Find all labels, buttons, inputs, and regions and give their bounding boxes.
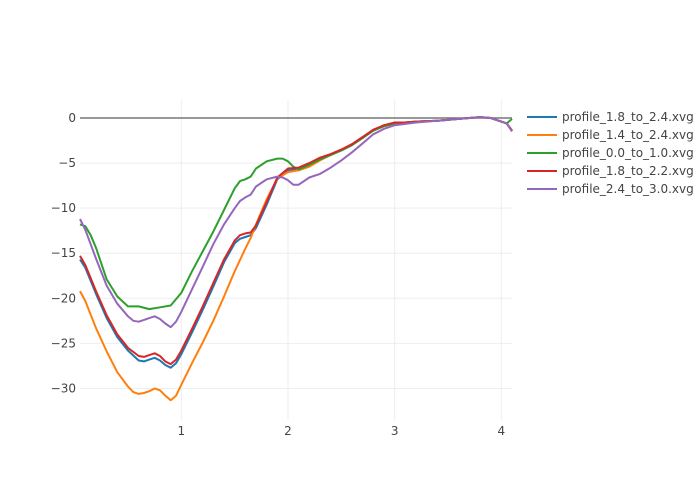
series-line-4 bbox=[79, 116, 513, 366]
y-tick-label: −15 bbox=[51, 246, 76, 260]
y-tick-label: −10 bbox=[51, 201, 76, 215]
series-line-2 bbox=[79, 116, 513, 402]
x-tick-label: 2 bbox=[284, 424, 292, 438]
x-tick-label: 3 bbox=[391, 424, 399, 438]
y-tick-label: −25 bbox=[51, 336, 76, 350]
x-tick-label: 4 bbox=[498, 424, 506, 438]
series-line-5 bbox=[79, 116, 513, 329]
grid-lines bbox=[80, 100, 512, 420]
y-tick-label: −20 bbox=[51, 291, 76, 305]
legend-label: profile_1.4_to_2.4.xvg bbox=[562, 128, 694, 142]
legend-item-2[interactable]: profile_1.4_to_2.4.xvg bbox=[527, 128, 694, 142]
x-tick-label: 1 bbox=[178, 424, 186, 438]
legend[interactable]: profile_1.8_to_2.4.xvg profile_1.4_to_2.4… bbox=[527, 110, 694, 196]
legend-item-5[interactable]: profile_2.4_to_3.0.xvg bbox=[527, 182, 694, 196]
legend-item-1[interactable]: profile_1.8_to_2.4.xvg bbox=[527, 110, 694, 124]
series-lines bbox=[79, 116, 513, 402]
y-tick-label: 0 bbox=[68, 111, 76, 125]
legend-label: profile_0.0_to_1.0.xvg bbox=[562, 146, 694, 160]
y-tick-label: −5 bbox=[58, 156, 76, 170]
series-line-1 bbox=[79, 116, 513, 369]
legend-item-4[interactable]: profile_1.8_to_2.2.xvg bbox=[527, 164, 694, 178]
legend-label: profile_2.4_to_3.0.xvg bbox=[562, 182, 694, 196]
legend-label: profile_1.8_to_2.2.xvg bbox=[562, 164, 694, 178]
legend-label: profile_1.8_to_2.4.xvg bbox=[562, 110, 694, 124]
legend-item-3[interactable]: profile_0.0_to_1.0.xvg bbox=[527, 146, 694, 160]
series-line-3 bbox=[79, 116, 513, 311]
axis-tick-labels: 0 −5 −10 −15 −20 −25 −30 1 2 3 4 bbox=[51, 111, 505, 438]
y-tick-label: −30 bbox=[51, 381, 76, 395]
